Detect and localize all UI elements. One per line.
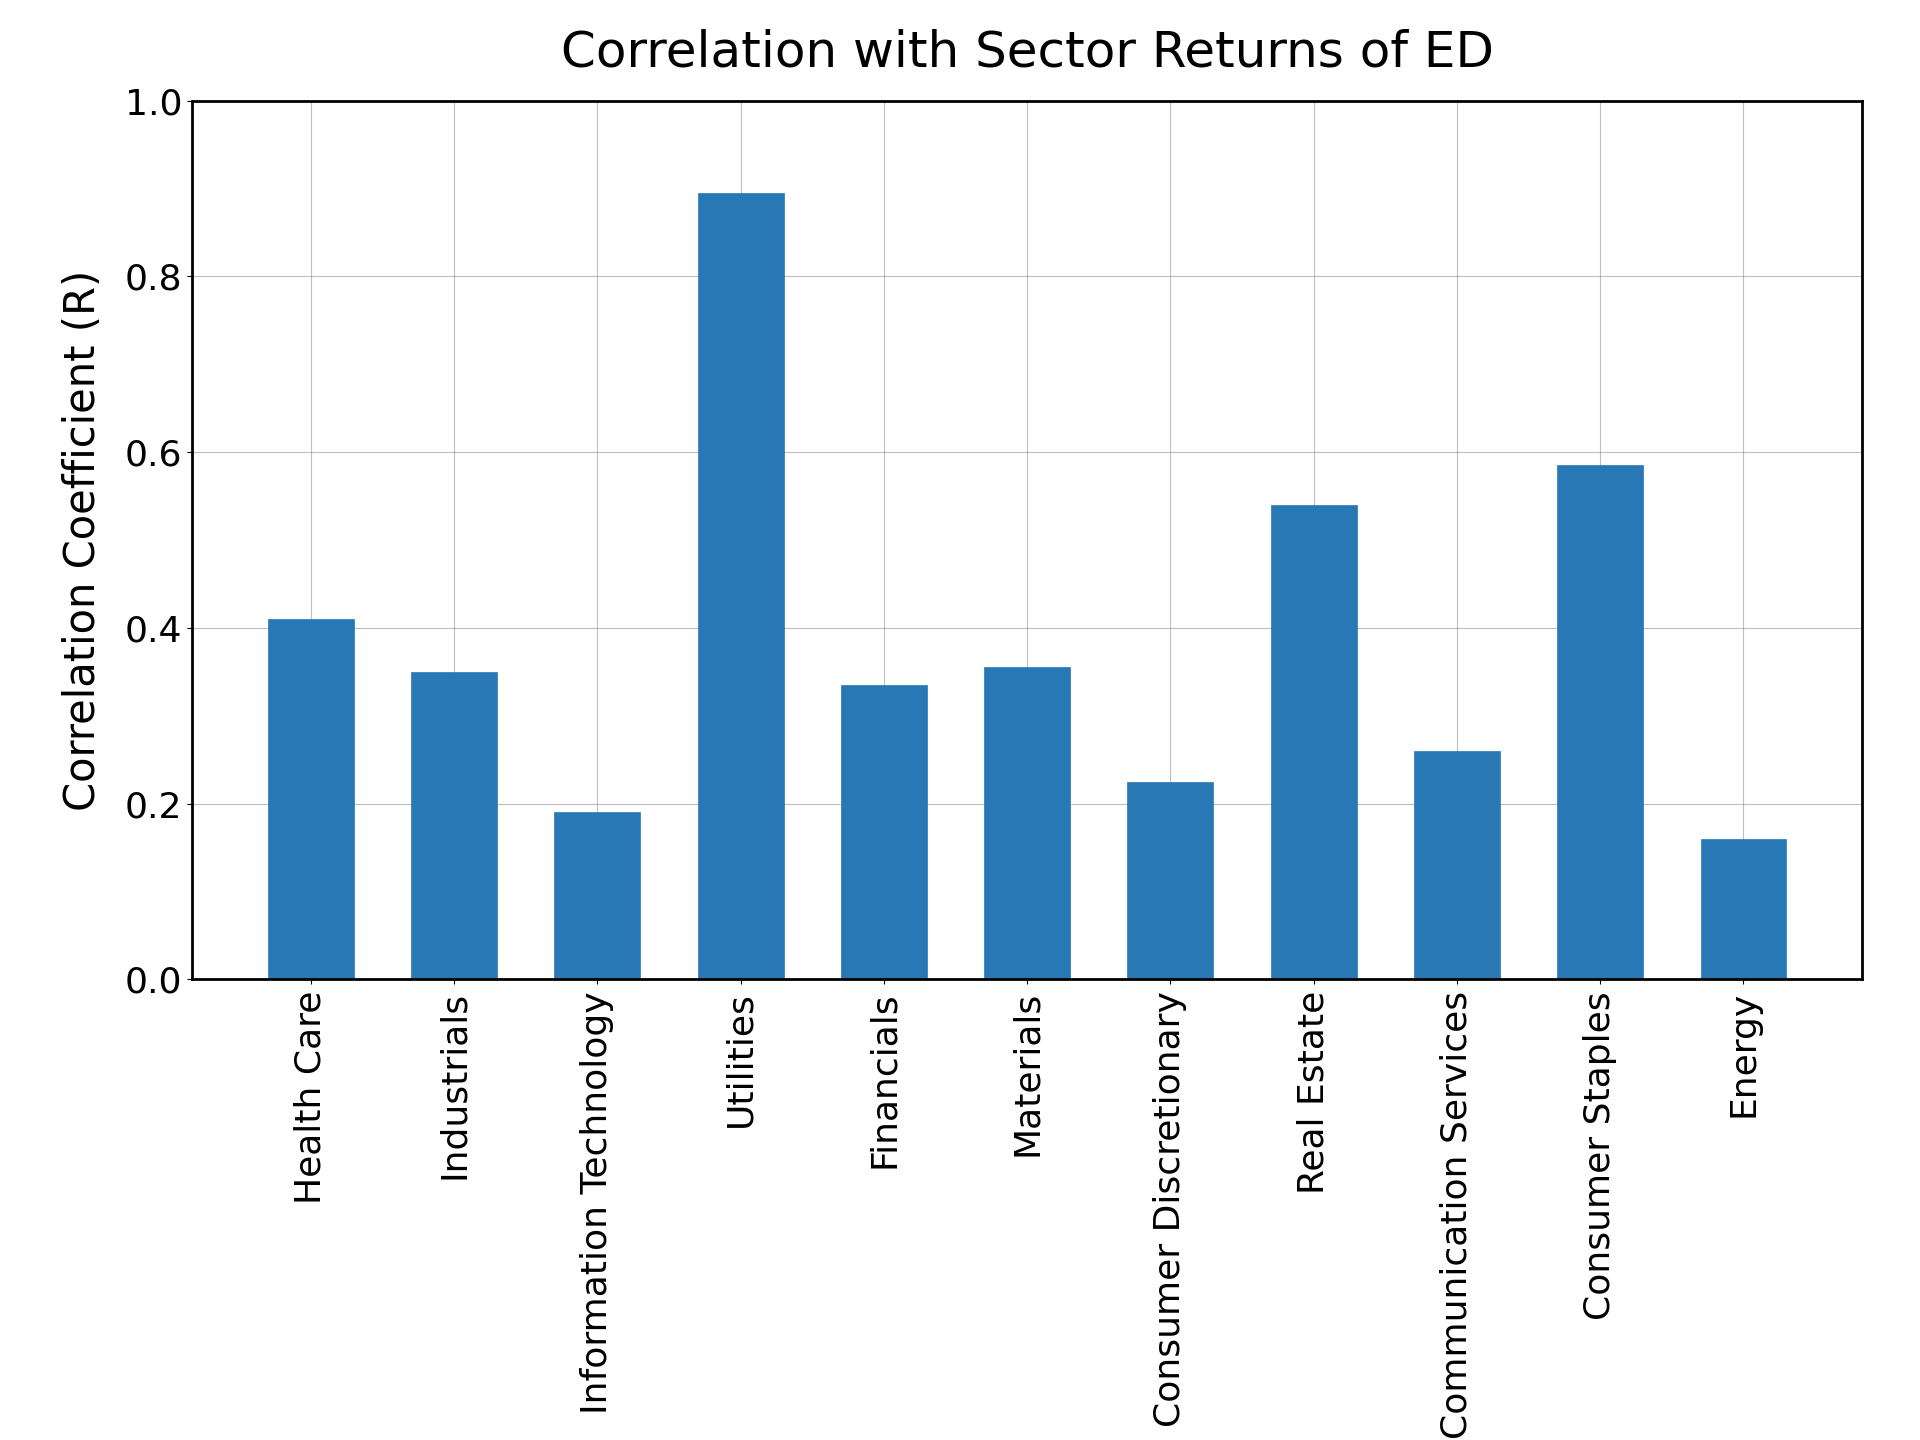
Bar xyxy=(1127,782,1213,979)
Bar xyxy=(555,812,641,979)
Bar xyxy=(1557,465,1644,979)
Bar xyxy=(1413,750,1500,979)
Bar xyxy=(411,671,497,979)
Title: Correlation with Sector Returns of ED: Correlation with Sector Returns of ED xyxy=(561,27,1494,76)
Bar xyxy=(269,619,353,979)
Bar xyxy=(841,685,927,979)
Bar xyxy=(697,193,783,979)
Bar xyxy=(985,667,1069,979)
Bar xyxy=(1701,838,1786,979)
Bar xyxy=(1271,505,1357,979)
Y-axis label: Correlation Coefficient (R): Correlation Coefficient (R) xyxy=(61,269,104,811)
